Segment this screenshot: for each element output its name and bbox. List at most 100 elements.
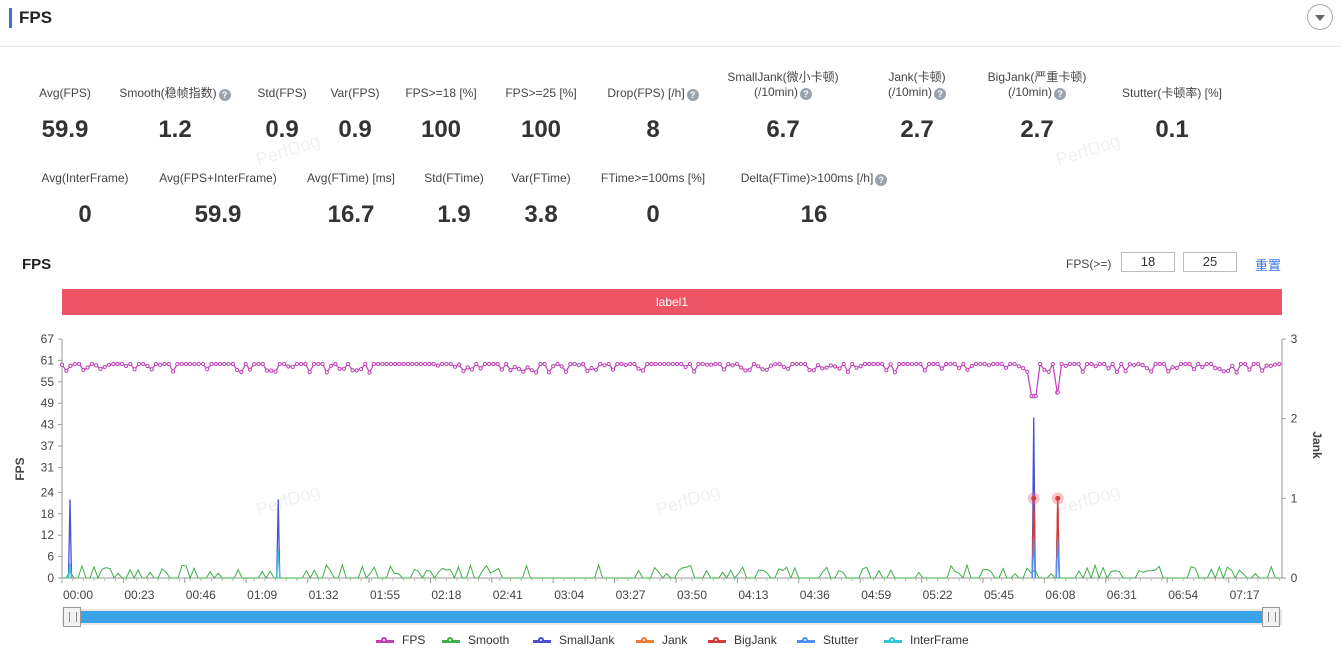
fps-point [623, 362, 628, 368]
x-tick-label: 04:13 [738, 588, 768, 602]
fps-point [649, 361, 654, 367]
fps-point [1238, 361, 1244, 367]
legend-item-smooth[interactable]: Smooth [468, 633, 510, 647]
fps-point [982, 361, 987, 367]
legend-symbol-stutter[interactable] [797, 637, 815, 643]
fps-point [1157, 361, 1162, 367]
legend-item-fps[interactable]: FPS [402, 633, 426, 647]
fps-point [1050, 361, 1056, 367]
x-tick-label: 02:41 [493, 588, 523, 602]
metric-label-unit: (/10min)? [703, 85, 863, 100]
fps-point [512, 364, 517, 370]
legend-dot [641, 637, 647, 643]
fps-point [153, 361, 159, 367]
fps-point [158, 362, 163, 367]
fps-point [892, 370, 898, 375]
fps-point [367, 370, 372, 375]
fps-point [666, 361, 671, 367]
fps-point [1196, 361, 1201, 367]
x-tick-label: 03:50 [677, 588, 707, 602]
fps-point [1251, 361, 1256, 367]
fps-point [521, 369, 526, 374]
zoom-slider-right-handle[interactable] [1262, 607, 1280, 627]
legend-dot [802, 637, 808, 643]
zoom-slider-range[interactable] [66, 611, 1278, 623]
help-icon[interactable]: ? [686, 89, 699, 101]
y-left-tick-label: 24 [41, 485, 55, 499]
fps-point [1179, 361, 1184, 367]
fps-point [585, 368, 590, 373]
fps-point [777, 361, 782, 367]
fps-point [333, 361, 338, 367]
fps-point [918, 361, 923, 367]
fps-point [166, 361, 171, 367]
fps-threshold-input-2[interactable]: 25 [1183, 252, 1237, 272]
legend-symbol-smalljank[interactable] [533, 637, 551, 643]
fps-point [739, 365, 744, 370]
fps-point [397, 361, 402, 367]
metric-label: BigJank(严重卡顿) [987, 70, 1087, 84]
fps-threshold-label: FPS(>=) [1066, 257, 1112, 271]
help-icon[interactable]: ? [934, 88, 946, 100]
fps-point [1055, 390, 1060, 395]
help-icon[interactable]: ? [218, 89, 231, 101]
reset-button[interactable]: 重置 [1255, 258, 1282, 273]
collapse-toggle-icon[interactable] [1307, 4, 1333, 30]
metric-label: Delta(FTime)>100ms [/h]? [734, 171, 894, 186]
legend-item-smalljank[interactable]: SmallJank [559, 633, 615, 647]
fps-point [175, 361, 180, 367]
y-right-axis-title: Jank [1310, 431, 1324, 459]
zoom-slider-left-handle[interactable] [63, 607, 81, 627]
fps-point [427, 361, 432, 367]
fps-point [534, 370, 539, 375]
series-interframe-spike [276, 549, 281, 579]
fps-point [922, 368, 927, 373]
help-icon[interactable]: ? [875, 174, 888, 186]
fps-point [196, 361, 201, 367]
fps-point [935, 361, 940, 367]
legend-symbol-interframe[interactable] [884, 637, 902, 643]
fps-point [102, 364, 107, 369]
legend-item-bigjank[interactable]: BigJank [734, 633, 777, 647]
fps-point [679, 361, 684, 367]
help-icon[interactable]: ? [800, 88, 812, 100]
fps-point [205, 367, 210, 372]
x-tick-label: 04:59 [861, 588, 891, 602]
legend-symbol-smooth[interactable] [442, 637, 460, 643]
fps-point [1097, 361, 1103, 367]
x-tick-label: 00:00 [63, 588, 93, 602]
legend-item-stutter[interactable]: Stutter [823, 633, 859, 647]
metric-metrics_row2-0: Avg(InterFrame) 0 [5, 171, 165, 228]
help-icon[interactable]: ? [1054, 88, 1066, 100]
metric-label: Drop(FPS) [/h]? [573, 86, 733, 101]
fps-point [217, 361, 223, 367]
metric-label: Avg(FPS) [39, 86, 91, 100]
fps-point [944, 361, 949, 367]
fps-threshold-input-1[interactable]: 18 [1121, 252, 1175, 272]
metric-value: 100 [420, 116, 462, 143]
label-bar[interactable]: label1 [62, 289, 1282, 315]
fps-point [965, 367, 970, 372]
metric-label: Std(FTime) [424, 171, 484, 185]
y-right-tick-label: 0 [1291, 571, 1298, 585]
metric-value: 100 [520, 116, 562, 143]
fps-point [1136, 361, 1141, 367]
fps-point [209, 361, 214, 367]
legend-symbol-bigjank[interactable] [708, 637, 726, 643]
fps-point [764, 367, 769, 372]
legend-symbol-fps[interactable] [376, 637, 394, 643]
legend-item-jank[interactable]: Jank [662, 633, 688, 647]
legend-item-interframe[interactable]: InterFrame [910, 633, 969, 647]
metric-value: 6.7 [766, 116, 800, 143]
x-tick-label: 06:54 [1168, 588, 1198, 602]
legend-symbol-jank[interactable] [636, 637, 654, 643]
fps-point [452, 364, 458, 369]
metric-metrics_row1-6: Drop(FPS) [/h]? 8 [573, 86, 733, 143]
fps-point [687, 361, 693, 367]
metric-value: 0.9 [265, 116, 299, 143]
fps-point [418, 361, 423, 367]
chart-title: FPS [22, 256, 52, 273]
metric-metrics_row1-8: Jank(卡顿) (/10min)? 2.7 [837, 70, 997, 143]
metric-metrics_row1-3: Var(FPS) 0.9 [275, 86, 435, 143]
